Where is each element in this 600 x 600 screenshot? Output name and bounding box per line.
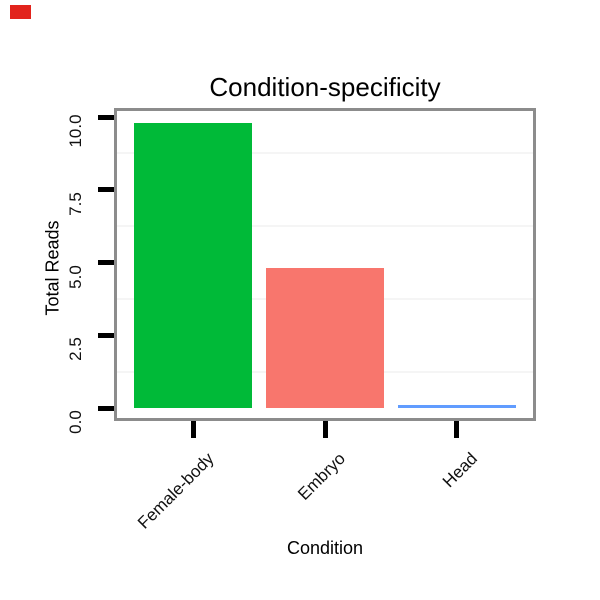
bar-female-body xyxy=(133,122,253,408)
x-tick-label-head: Head xyxy=(439,449,482,492)
y-tick-label: 0.0 xyxy=(66,410,85,434)
x-tick xyxy=(190,421,196,438)
y-tick-label: 10.0 xyxy=(66,114,85,148)
y-tick xyxy=(98,332,114,338)
y-tick xyxy=(98,260,114,265)
bar-embryo xyxy=(265,268,385,408)
plot-panel xyxy=(114,108,536,421)
y-tick xyxy=(98,114,114,120)
minor-gridline xyxy=(117,225,533,228)
minor-gridline xyxy=(117,152,533,155)
y-tick-label: 7.5 xyxy=(66,191,85,216)
bar-head xyxy=(397,405,517,408)
x-tick-label-embryo: Embryo xyxy=(294,449,350,504)
y-tick-label: 5.0 xyxy=(66,264,85,289)
y-tick-label: 2.5 xyxy=(66,337,85,362)
y-tick xyxy=(98,405,114,411)
chart-title: Condition-specificity xyxy=(209,72,441,102)
x-tick xyxy=(454,421,460,438)
x-tick xyxy=(322,421,328,438)
y-tick xyxy=(98,187,114,193)
red-marker xyxy=(10,5,31,19)
x-axis-title: Condition xyxy=(286,538,364,558)
x-tick-label-female-body: Female-body xyxy=(133,449,218,533)
y-axis-title: Total Reads xyxy=(42,220,63,316)
